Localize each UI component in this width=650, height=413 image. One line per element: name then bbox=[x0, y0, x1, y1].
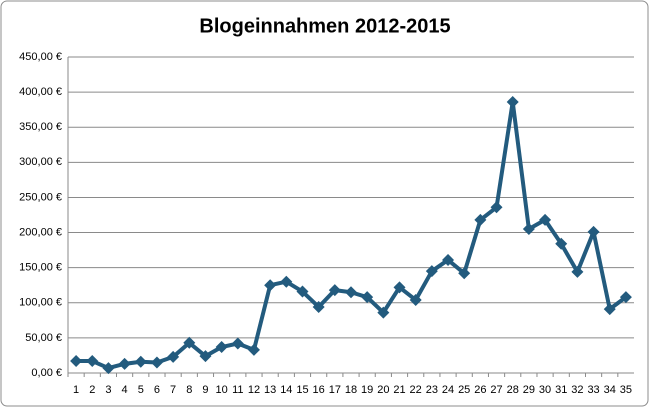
x-tick-label: 31 bbox=[555, 384, 567, 396]
point-marker bbox=[102, 362, 115, 375]
point-marker bbox=[393, 281, 406, 294]
y-tick-label: 400,00 € bbox=[19, 86, 62, 98]
point-marker bbox=[345, 286, 357, 299]
x-tick-label: 25 bbox=[458, 384, 470, 396]
point-marker bbox=[442, 253, 455, 266]
x-tick-label: 19 bbox=[361, 384, 373, 396]
y-tick-label: 450,00 € bbox=[19, 51, 62, 63]
y-tick-label: 200,00 € bbox=[19, 226, 62, 238]
point-marker bbox=[409, 293, 422, 306]
point-marker bbox=[458, 267, 471, 280]
x-tick-label: 22 bbox=[410, 384, 422, 396]
point-marker bbox=[247, 343, 260, 356]
x-tick-label: 13 bbox=[264, 384, 276, 396]
x-tick-label: 12 bbox=[248, 384, 260, 396]
point-marker bbox=[134, 355, 147, 368]
x-tick-label: 16 bbox=[313, 384, 325, 396]
chart-title: Blogeinnahmen 2012-2015 bbox=[199, 15, 450, 37]
point-marker bbox=[264, 279, 277, 292]
x-tick-label: 11 bbox=[232, 384, 243, 396]
point-marker bbox=[490, 201, 503, 214]
point-marker bbox=[539, 213, 552, 226]
point-marker bbox=[506, 95, 519, 108]
x-tick-label: 2 bbox=[89, 384, 95, 396]
x-tick-label: 4 bbox=[122, 384, 128, 396]
x-tick-label: 32 bbox=[571, 384, 583, 396]
point-marker bbox=[603, 303, 616, 316]
point-marker bbox=[522, 223, 535, 236]
x-tick-label: 35 bbox=[620, 384, 632, 396]
x-tick-label: 1 bbox=[73, 384, 79, 396]
point-marker bbox=[474, 213, 487, 226]
point-marker bbox=[587, 225, 600, 238]
x-tick-label: 5 bbox=[138, 384, 144, 396]
x-tick-label: 15 bbox=[296, 384, 308, 396]
x-tick-label: 18 bbox=[345, 384, 357, 396]
point-marker bbox=[296, 285, 309, 298]
x-tick-label: 7 bbox=[170, 384, 176, 396]
y-tick-label: 0,00 € bbox=[31, 367, 62, 379]
x-tick-label: 24 bbox=[442, 384, 454, 396]
x-tick-label: 6 bbox=[154, 384, 160, 396]
x-tick-label: 23 bbox=[426, 384, 438, 396]
point-marker bbox=[231, 337, 244, 350]
x-tick-label: 10 bbox=[216, 384, 228, 396]
point-marker bbox=[425, 265, 438, 278]
point-marker bbox=[199, 350, 212, 363]
x-tick-label: 30 bbox=[539, 384, 551, 396]
x-tick-label: 17 bbox=[329, 384, 341, 396]
point-marker bbox=[555, 237, 568, 250]
y-tick-label: 300,00 € bbox=[19, 156, 62, 168]
y-tick-label: 250,00 € bbox=[19, 191, 62, 203]
point-marker bbox=[86, 355, 99, 368]
point-marker bbox=[118, 357, 131, 370]
point-marker bbox=[361, 291, 374, 304]
point-marker bbox=[571, 265, 584, 278]
x-tick-label: 33 bbox=[587, 384, 599, 396]
point-marker bbox=[215, 341, 228, 354]
x-tick-label: 26 bbox=[474, 384, 486, 396]
x-tick-label: 9 bbox=[202, 384, 208, 396]
point-marker bbox=[183, 336, 196, 349]
x-tick-label: 8 bbox=[186, 384, 192, 396]
y-tick-label: 50,00 € bbox=[25, 332, 62, 344]
point-marker bbox=[167, 350, 180, 363]
point-marker bbox=[280, 275, 293, 288]
x-tick-label: 29 bbox=[523, 384, 535, 396]
point-marker bbox=[150, 356, 163, 369]
x-tick-label: 34 bbox=[604, 384, 616, 396]
y-tick-label: 350,00 € bbox=[19, 121, 62, 133]
point-marker bbox=[328, 284, 341, 297]
x-tick-label: 28 bbox=[507, 384, 519, 396]
point-marker bbox=[312, 300, 325, 313]
x-tick-label: 27 bbox=[490, 384, 502, 396]
x-tick-label: 20 bbox=[377, 384, 389, 396]
x-tick-label: 3 bbox=[105, 384, 111, 396]
x-tick-label: 21 bbox=[393, 384, 405, 396]
y-tick-label: 150,00 € bbox=[19, 262, 62, 274]
point-marker bbox=[70, 355, 83, 368]
y-tick-label: 100,00 € bbox=[19, 297, 62, 309]
point-marker bbox=[619, 291, 632, 304]
point-marker bbox=[377, 306, 390, 319]
x-tick-label: 14 bbox=[280, 384, 292, 396]
